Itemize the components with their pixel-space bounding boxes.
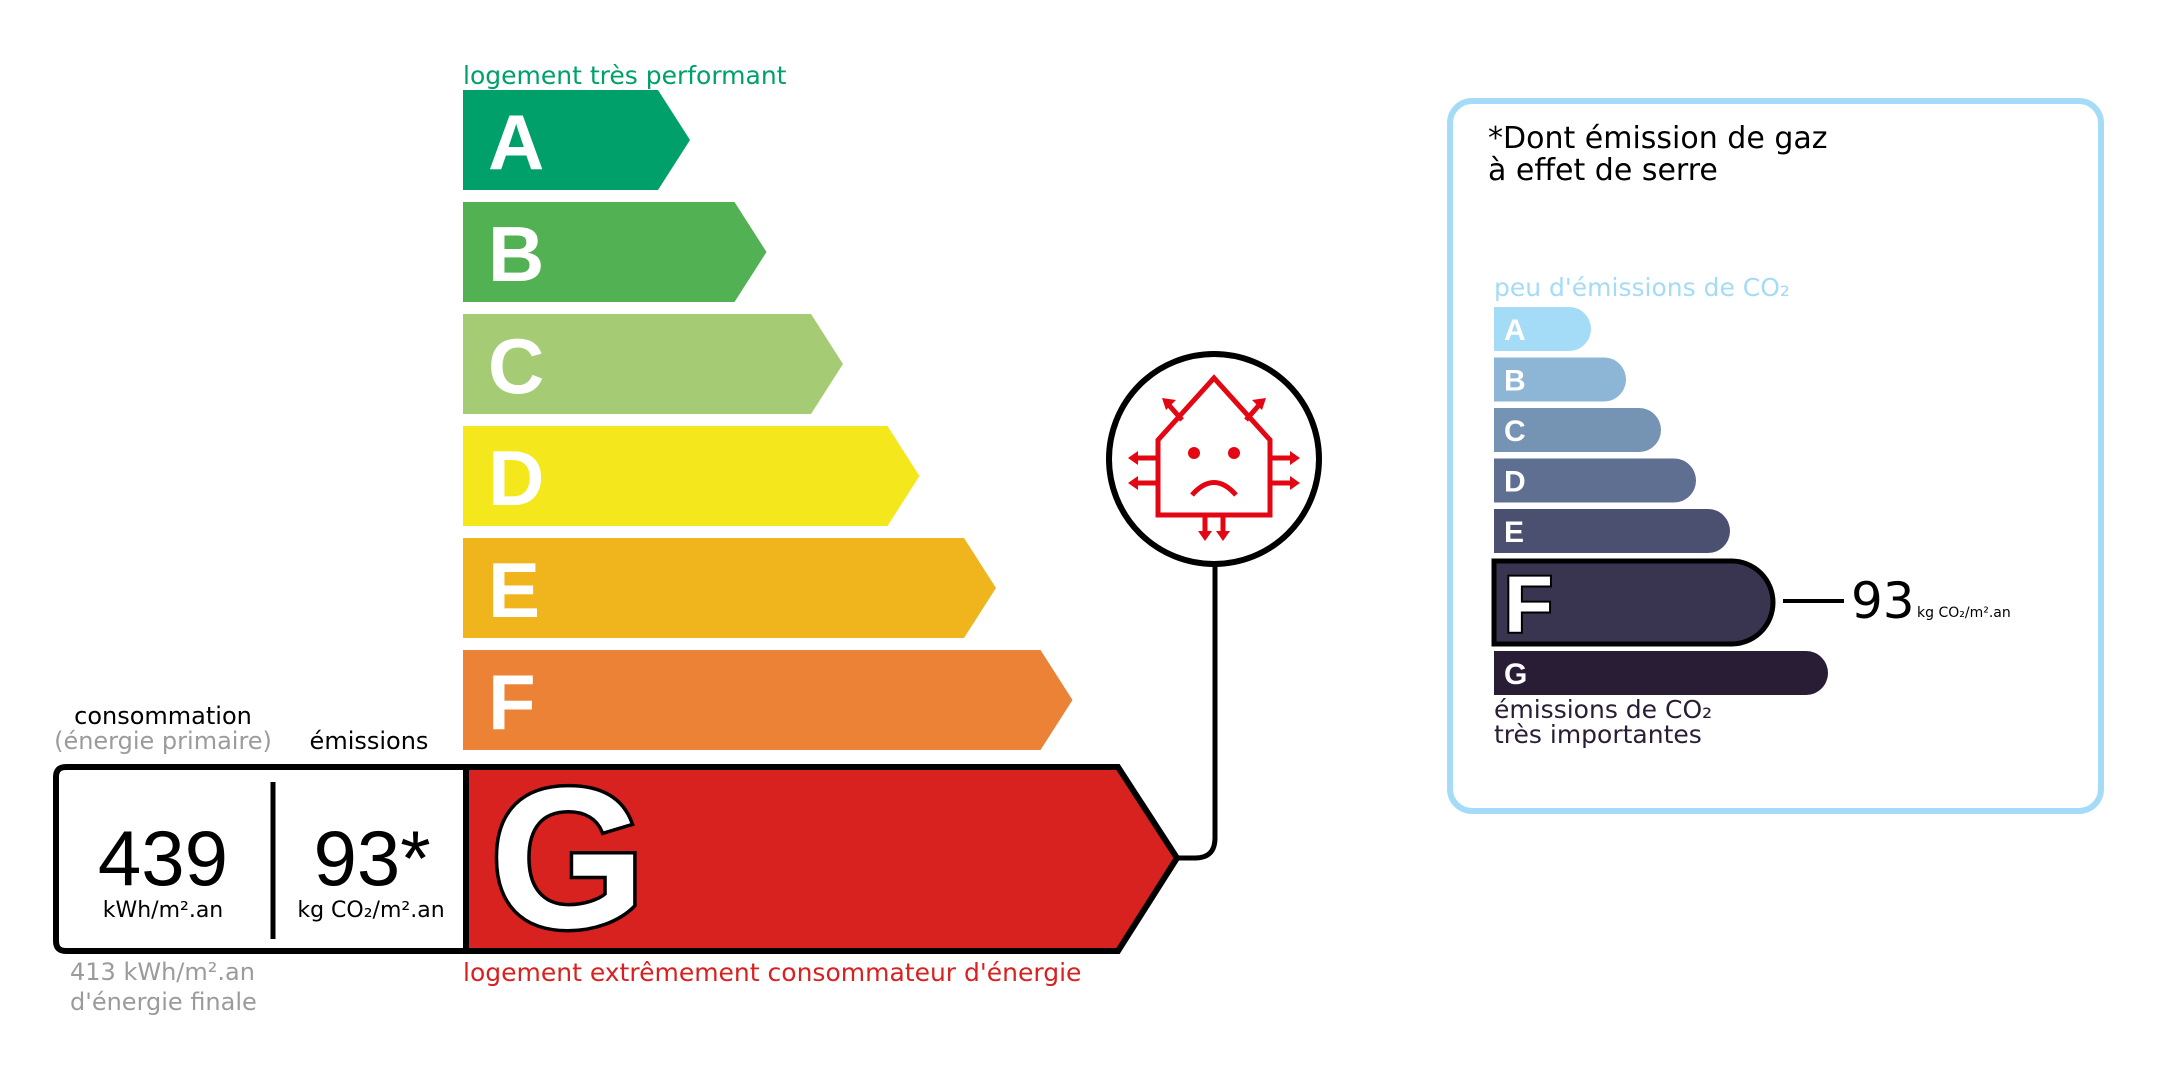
ghg-title-line2: à effet de serre [1488, 153, 1718, 188]
energy-bar [463, 90, 690, 190]
energy-bar-letter: C [488, 322, 544, 410]
ghg-bar-letter: C [1504, 415, 1526, 448]
consumption-subheading: (énergie primaire) [54, 727, 272, 755]
ghg-class-g: G [1494, 651, 1828, 695]
energy-top-label: logement très performant [463, 61, 787, 90]
ghg-class-e: E [1494, 509, 1730, 553]
ghg-bar [1494, 458, 1696, 503]
consumption-unit: kWh/m².an [103, 898, 224, 923]
ghg-bar-letter: G [1504, 658, 1527, 691]
energy-bar-letter: B [488, 210, 544, 298]
ghg-bar [1494, 651, 1828, 695]
ghg-bar [1494, 357, 1627, 402]
energy-bar-letter: E [488, 546, 540, 634]
ghg-bar [1491, 558, 1776, 647]
icon-connector [1177, 565, 1218, 861]
energy-class-a: A [463, 90, 690, 190]
ghg-bottom-label-line1: émissions de CO₂ [1494, 695, 1712, 724]
consumption-heading: consommation [74, 702, 252, 730]
ghg-title-line1: *Dont émission de gaz [1488, 121, 1828, 156]
energy-bar [463, 202, 767, 302]
ghg-class-d: D [1494, 458, 1696, 503]
ghg-value: 93 [1851, 572, 1915, 630]
values-box [53, 764, 469, 954]
ghg-panel: *Dont émission de gaz à effet de serre p… [1447, 98, 2104, 814]
ghg-bar [1494, 509, 1730, 553]
energy-bottom-label: logement extrêmement consommateur d'éner… [463, 958, 1081, 987]
ghg-class-f: F [1491, 557, 1776, 650]
current-energy-class: G [53, 744, 1181, 974]
energy-class-c: C [463, 314, 843, 414]
energy-class-e: E [463, 538, 996, 638]
energy-class-g-bar [463, 764, 1181, 954]
ghg-bar-letter: E [1504, 516, 1524, 549]
energy-bar [463, 538, 996, 638]
ghg-bar-letter: A [1504, 314, 1526, 347]
energy-bar-letter: D [488, 434, 544, 522]
energy-bar [463, 314, 843, 414]
energy-class-b: B [463, 202, 767, 302]
energy-class-d: D [463, 426, 920, 526]
emissions-heading: émissions [310, 727, 429, 755]
ghg-bar [1494, 307, 1591, 351]
ghg-bar-letter: D [1504, 465, 1526, 498]
ghg-bar [1494, 408, 1661, 452]
ghg-unit: kg CO₂/m².an [1917, 605, 2011, 621]
energy-bar [463, 650, 1073, 750]
emissions-unit: kg CO₂/m².an [297, 898, 444, 923]
ghg-bar-letter: F [1504, 559, 1553, 648]
final-energy-value: 413 kWh/m².an [70, 958, 255, 986]
energy-bar [463, 426, 920, 526]
ghg-bar-letter: B [1504, 364, 1526, 397]
ghg-class-a: A [1494, 307, 1591, 351]
energy-bar-letter: A [488, 98, 544, 186]
ghg-top-label: peu d'émissions de CO₂ [1494, 273, 1790, 302]
energy-class-g-letter: G [490, 747, 646, 970]
energy-class-f: F [463, 650, 1073, 750]
ghg-class-b: B [1494, 357, 1627, 402]
emissions-value: 93* [313, 814, 430, 902]
consumption-value: 439 [98, 814, 228, 902]
energy-bar-letter: F [488, 658, 536, 746]
passoire-thermique-house-icon [1106, 351, 1322, 567]
ghg-class-c: C [1494, 408, 1661, 452]
ghg-bottom-label-line2: très importantes [1494, 720, 1702, 749]
final-energy-label: d'énergie finale [70, 988, 257, 1016]
